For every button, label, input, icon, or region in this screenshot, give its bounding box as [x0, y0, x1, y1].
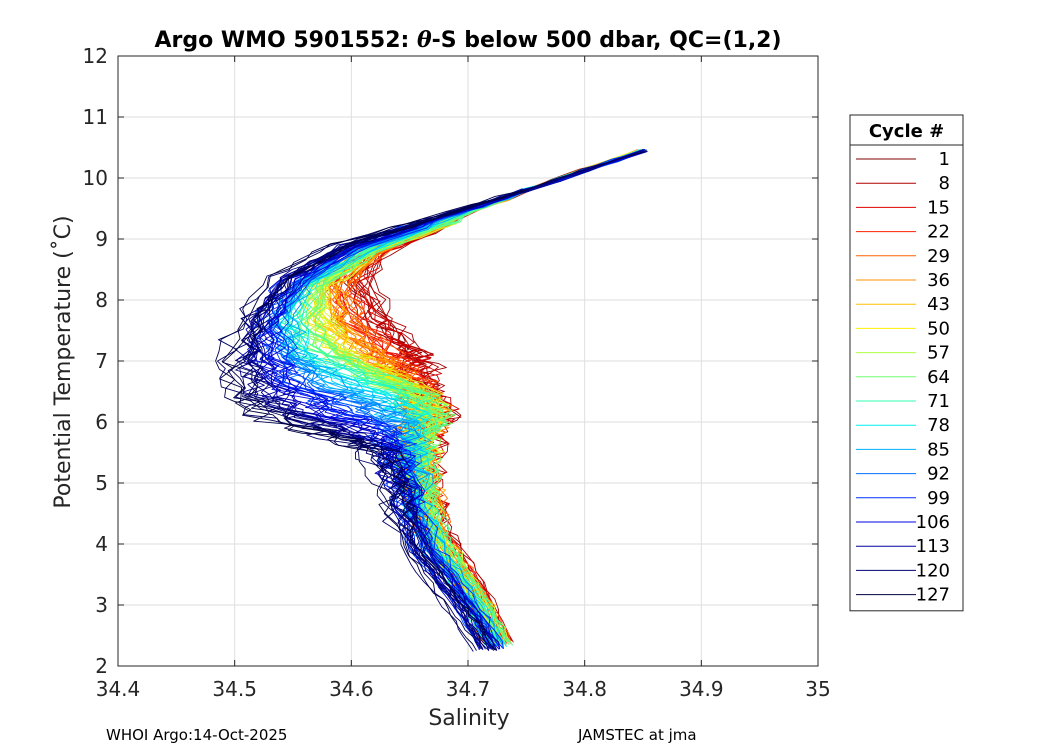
legend-entry-label: 22 — [927, 222, 950, 243]
x-axis-label: Salinity — [428, 706, 509, 731]
y-tick-label: 3 — [95, 593, 108, 617]
legend-entry-label: 71 — [927, 391, 950, 412]
footer-source: WHOI Argo:14-Oct-2025 — [106, 726, 288, 744]
legend-entry-label: 106 — [916, 512, 950, 533]
x-tick-label: 34.4 — [96, 677, 141, 701]
legend-entry-label: 29 — [927, 246, 950, 267]
y-axis-label: Potential Temperature (˚C) — [51, 215, 76, 508]
y-tick-label: 6 — [95, 410, 108, 434]
y-tick-label: 9 — [95, 227, 108, 251]
y-tick-label: 4 — [95, 532, 108, 556]
footer-credit: JAMSTEC at jma — [578, 726, 697, 744]
grid-lines — [118, 56, 818, 666]
y-tick-label: 2 — [95, 654, 108, 678]
profile-line-cycle — [320, 189, 528, 644]
legend-entry-label: 78 — [927, 415, 950, 436]
legend-entry-label: 36 — [927, 270, 950, 291]
x-tick-label: 34.8 — [562, 677, 607, 701]
x-tick-label: 34.9 — [679, 677, 724, 701]
profile-line-cycle — [259, 150, 648, 650]
legend-entry-label: 57 — [927, 343, 950, 364]
legend-entry-label: 1 — [939, 149, 950, 170]
profile-line-cycle — [258, 188, 531, 650]
x-tick-label: 34.7 — [446, 677, 491, 701]
profile-line-cycle — [368, 225, 512, 641]
profile-line-cycle — [219, 190, 524, 651]
x-tick-label: 35 — [805, 677, 830, 701]
x-tick-label: 34.5 — [212, 677, 257, 701]
y-tick-label: 10 — [83, 166, 108, 190]
y-tick-label: 11 — [83, 105, 108, 129]
legend-entry-label: 8 — [939, 173, 950, 194]
profile-line-cycle — [227, 189, 526, 651]
profile-line-cycle — [234, 221, 484, 649]
y-tick-label: 7 — [95, 349, 108, 373]
profile-line-cycle — [215, 188, 525, 650]
profile-line-cycle — [216, 189, 526, 652]
profile-line-cycle — [314, 189, 531, 646]
legend-entry-label: 43 — [927, 294, 950, 315]
legend-entry-label: 127 — [916, 585, 950, 606]
legend-entry-label: 113 — [916, 536, 950, 557]
profile-curves — [215, 148, 648, 652]
legend-entry-label: 120 — [916, 560, 950, 581]
x-tick-label: 34.6 — [329, 677, 374, 701]
y-tick-label: 8 — [95, 288, 108, 312]
legend-entry-label: 92 — [927, 464, 950, 485]
legend-entry-label: 99 — [927, 488, 950, 509]
profile-line-cycle — [304, 189, 529, 646]
profile-line-cycle — [235, 149, 645, 650]
legend-entry-label: 85 — [927, 439, 950, 460]
y-tick-label: 5 — [95, 471, 108, 495]
profile-line-cycle — [287, 190, 527, 648]
legend-title: Cycle # — [869, 121, 944, 142]
legend-entry-label: 50 — [927, 318, 950, 339]
legend-box — [849, 114, 964, 612]
chart-title: Argo WMO 5901552: θ-S below 500 dbar, QC… — [154, 27, 781, 53]
legend: Cycle # 1 8 15 22 29 36 43 50 57 64 71 78 85 92 99 106 11… — [849, 114, 964, 612]
axis-ticks: 34.4 34.5 34.6 34.7 34.8 34.9 35 2 3 4 5 6 7 8 9 10 11 12 — [83, 44, 831, 701]
legend-entry-label: 64 — [927, 367, 950, 388]
profile-line-cycle — [222, 151, 647, 651]
y-tick-label: 12 — [83, 44, 108, 68]
legend-entry-label: 15 — [927, 197, 950, 218]
